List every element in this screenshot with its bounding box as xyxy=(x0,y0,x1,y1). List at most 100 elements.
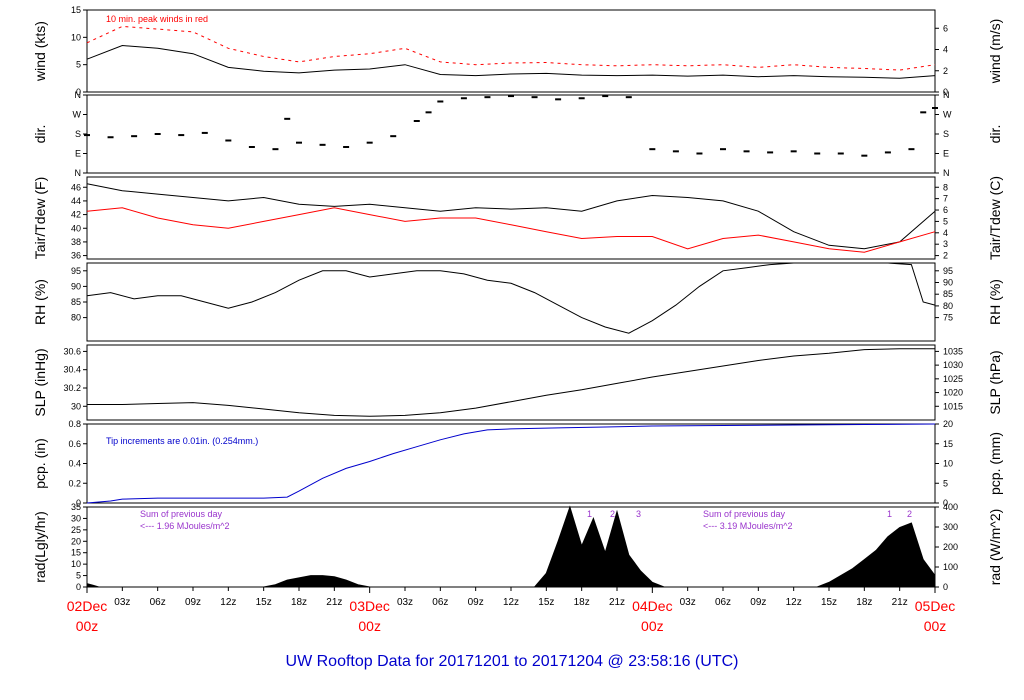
rad-mark: 2 xyxy=(610,509,615,519)
y-tick-label-right: 1025 xyxy=(943,374,963,384)
y-tick-label-right: 6 xyxy=(943,23,948,33)
x-tick-label: 15z xyxy=(538,597,554,608)
y-axis-label: dir. xyxy=(32,125,48,144)
x-tick-label: 06z xyxy=(150,597,166,608)
y-tick-label: E xyxy=(75,149,81,159)
y-tick-label: 10 xyxy=(71,559,81,569)
x-tick-label: 09z xyxy=(750,597,766,608)
y-tick-label-right: 6 xyxy=(943,205,948,215)
data-point xyxy=(248,146,255,148)
x-day-hour-label: 00z xyxy=(76,618,99,634)
y-tick-label-right: 8 xyxy=(943,182,948,192)
data-point xyxy=(413,120,420,122)
y-tick-label: 40 xyxy=(71,223,81,233)
y-tick-label-right: 90 xyxy=(943,278,953,288)
y-tick-label: W xyxy=(73,110,82,120)
y-tick-label-right: 4 xyxy=(943,228,948,238)
data-point xyxy=(767,151,774,154)
y-tick-label-right: 80 xyxy=(943,301,953,311)
x-tick-label: 18z xyxy=(856,597,872,608)
x-tick-label: 09z xyxy=(185,597,201,608)
wind-annotation: 10 min. peak winds in red xyxy=(106,14,208,24)
y-axis-label: RH (%) xyxy=(32,279,48,325)
panel-frame xyxy=(86,176,936,260)
y-tick-label: 10 xyxy=(71,32,81,42)
data-point xyxy=(908,148,915,151)
rad-day1-note-b: <--- 1.96 MJoules/m^2 xyxy=(140,521,230,531)
data-point xyxy=(296,141,302,144)
y-tick-label: N xyxy=(75,168,82,178)
y-tick-label-right: 95 xyxy=(943,266,953,276)
y-tick-label-right: S xyxy=(943,129,949,139)
x-tick-label: 03z xyxy=(680,597,696,608)
x-tick-label: 21z xyxy=(326,597,342,608)
data-point xyxy=(555,98,562,101)
rad-mark: 1 xyxy=(887,509,892,519)
series-line xyxy=(86,25,936,71)
y-tick-label: 15 xyxy=(71,5,81,15)
x-tick-label: 06z xyxy=(715,597,731,608)
panel-4: 30 30.2 30.4 30.6 1015 1020 1025 1030 1035 SLP (i… xyxy=(32,344,1003,421)
series-line xyxy=(86,183,936,250)
x-tick-label: 18z xyxy=(291,597,307,608)
x-tick-label: 15z xyxy=(821,597,837,608)
y-tick-label: 0.8 xyxy=(68,419,81,429)
data-point xyxy=(602,95,609,98)
y-axis-label-right: rad (W/m^2) xyxy=(987,509,1003,586)
x-tick-label: 21z xyxy=(609,597,625,608)
data-point xyxy=(672,150,679,153)
pcp-annotation: Tip increments are 0.01in. (0.254mm.) xyxy=(106,436,258,446)
y-tick-label-right: 4 xyxy=(943,45,948,55)
y-tick-label-right: 85 xyxy=(943,289,953,299)
y-tick-label-right: 10 xyxy=(943,459,953,469)
data-point xyxy=(460,97,467,100)
y-tick-label: S xyxy=(75,129,81,139)
data-point xyxy=(272,148,279,151)
data-point xyxy=(366,141,373,144)
data-point xyxy=(884,151,891,154)
data-point xyxy=(84,134,90,137)
x-day-label: 04Dec xyxy=(632,598,672,614)
page-title: UW Rooftop Data for 20171201 to 20171204… xyxy=(286,653,739,670)
y-axis-label: SLP (inHg) xyxy=(32,348,48,416)
data-point xyxy=(131,135,138,138)
data-point xyxy=(484,96,491,99)
x-tick-label: 18z xyxy=(574,597,590,608)
x-tick-label: 12z xyxy=(503,597,519,608)
data-point xyxy=(319,143,326,146)
y-tick-label: 30.6 xyxy=(63,346,81,356)
y-tick-label: 0 xyxy=(76,498,81,508)
x-day-hour-label: 00z xyxy=(641,618,664,634)
x-day-label: 05Dec xyxy=(915,598,955,614)
y-tick-label: 44 xyxy=(71,196,81,206)
panel-frame xyxy=(86,344,936,421)
y-tick-label-right: 0 xyxy=(943,582,948,592)
y-tick-label: 0.6 xyxy=(68,439,81,449)
y-tick-label-right: 1030 xyxy=(943,360,963,370)
rad-day2-note-b: <--- 3.19 MJoules/m^2 xyxy=(703,521,793,531)
x-tick-label: 06z xyxy=(432,597,448,608)
data-point xyxy=(178,134,185,137)
panel-frame xyxy=(86,262,936,342)
y-tick-label-right: 1035 xyxy=(943,346,963,356)
y-axis-label: pcp. (in) xyxy=(32,438,48,489)
y-axis-label: wind (kts) xyxy=(32,21,48,82)
y-tick-label-right: 300 xyxy=(943,522,958,532)
y-tick-label-right: W xyxy=(943,110,952,120)
y-tick-label-right: E xyxy=(943,149,949,159)
data-point xyxy=(531,96,538,99)
y-tick-label-right: 7 xyxy=(943,194,948,204)
y-tick-label: 15 xyxy=(71,548,81,558)
data-point xyxy=(837,152,844,155)
y-tick-label: 30.4 xyxy=(63,365,81,375)
y-tick-label-right: 0 xyxy=(943,87,948,97)
y-tick-label-right: 100 xyxy=(943,562,958,572)
y-axis-label-right: pcp. (mm) xyxy=(987,432,1003,495)
data-point xyxy=(343,146,350,148)
y-tick-label-right: 400 xyxy=(943,502,958,512)
y-tick-label-right: 5 xyxy=(943,216,948,226)
panel-frame xyxy=(86,94,936,174)
y-tick-label-right: 0 xyxy=(943,498,948,508)
y-tick-label-right: 200 xyxy=(943,542,958,552)
